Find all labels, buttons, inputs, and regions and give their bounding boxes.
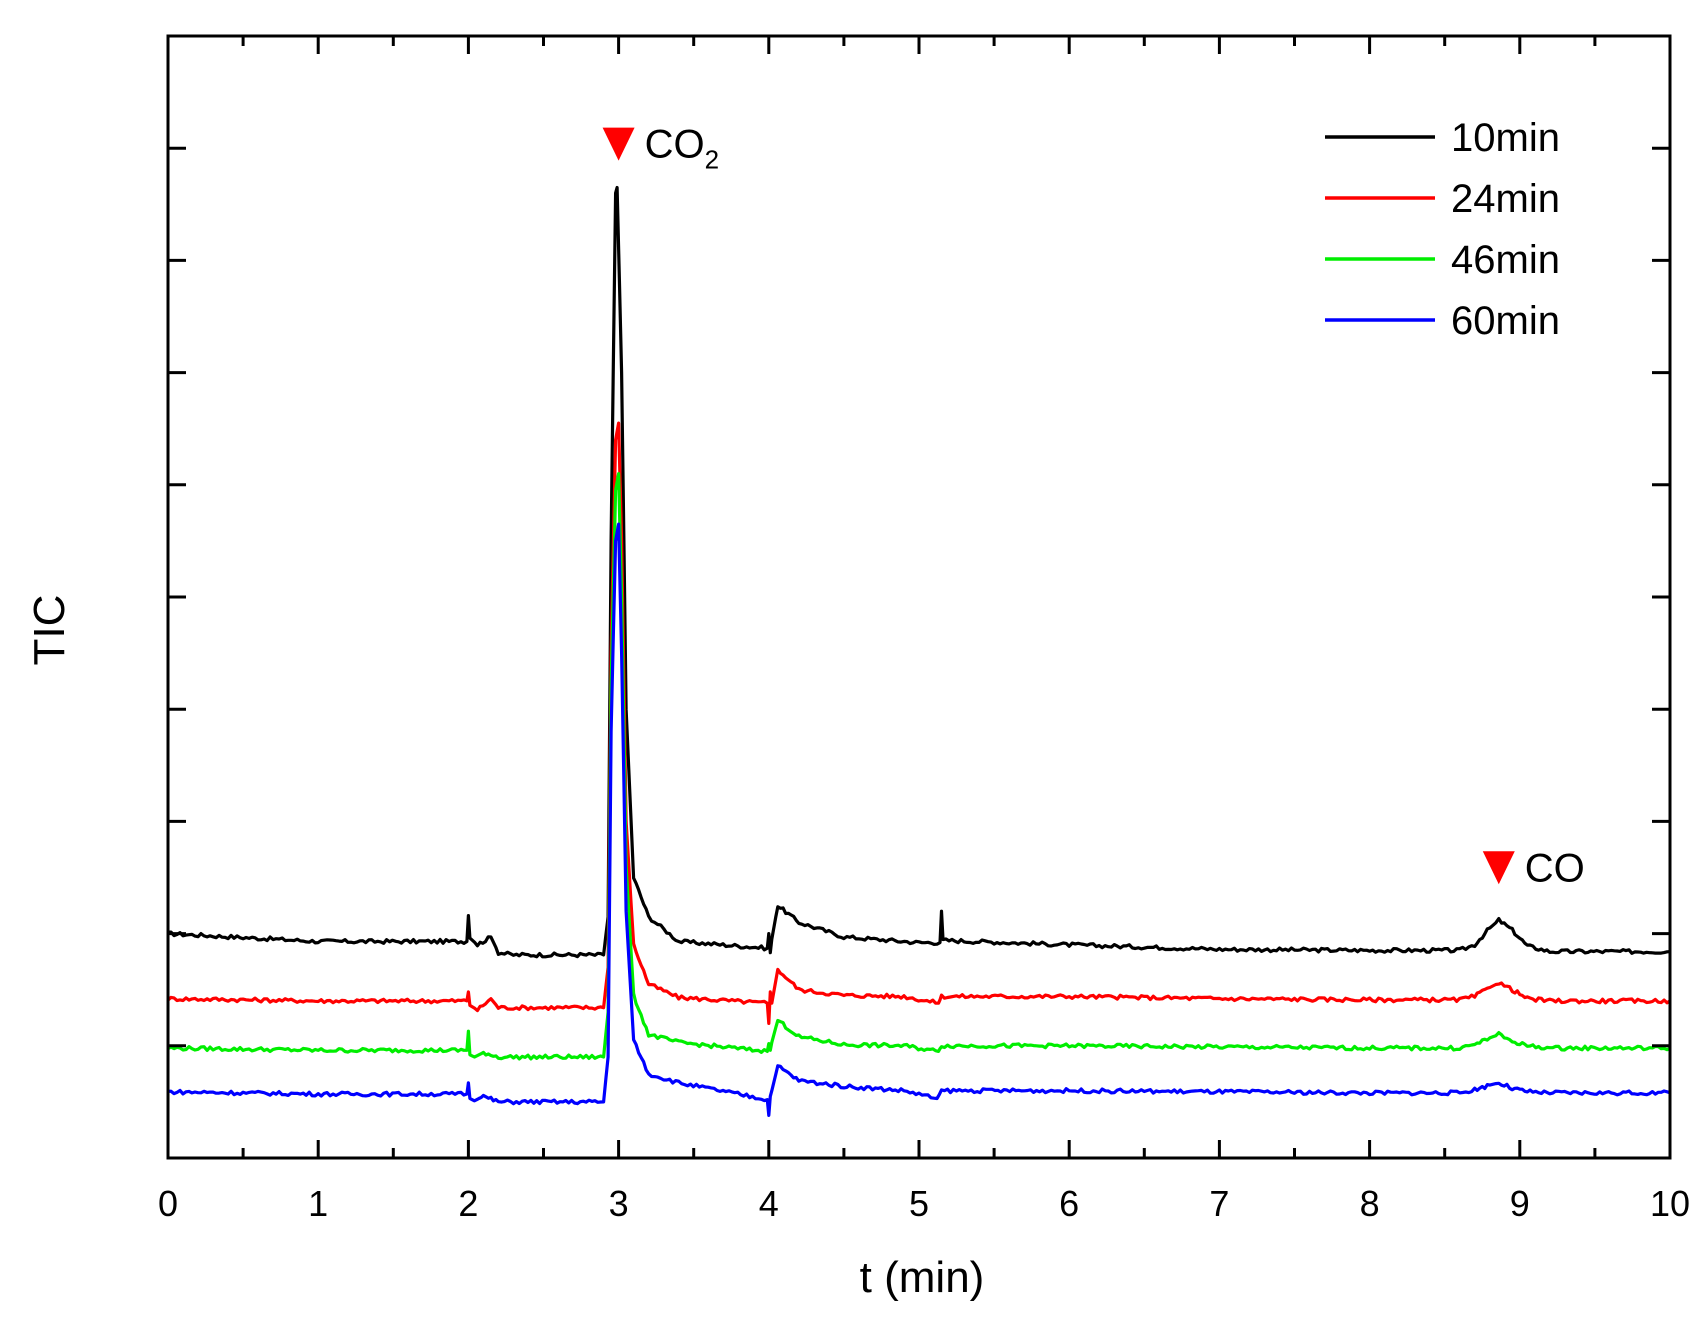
x-tick-labels: 0 1 2 3 4 5 6 7 8 9 10 — [158, 1183, 1690, 1224]
legend-label: 10min — [1451, 116, 1560, 160]
series-line-24min — [166, 421, 1671, 1026]
legend-label: 60min — [1451, 299, 1560, 343]
legend-item-10min: 10min — [1325, 116, 1560, 160]
annotation-CO: CO — [1482, 846, 1585, 890]
legend-label: 46min — [1451, 238, 1560, 282]
down-triangle-icon — [1482, 851, 1515, 885]
x-tick-label: 1 — [308, 1183, 328, 1224]
x-tick-label: 7 — [1209, 1183, 1229, 1224]
x-tick-label: 8 — [1360, 1183, 1380, 1224]
legend-item-60min: 60min — [1325, 299, 1560, 343]
x-tick-label: 2 — [458, 1183, 478, 1224]
annotation-subscript: 2 — [705, 145, 719, 175]
x-tick-label: 5 — [909, 1183, 929, 1224]
legend-item-24min: 24min — [1325, 177, 1560, 221]
y-axis-title: TIC — [25, 595, 74, 666]
x-tick-label: 3 — [609, 1183, 629, 1224]
x-axis-title: t (min) — [860, 1253, 985, 1302]
legend-label: 24min — [1451, 177, 1560, 221]
legend: 10min 24min 46min 60min — [1325, 116, 1560, 343]
series-line-10min — [168, 185, 1671, 959]
series-line-60min — [167, 522, 1671, 1118]
annotation-label: CO — [1525, 846, 1585, 890]
x-tick-label: 0 — [158, 1183, 178, 1224]
series-layer — [166, 185, 1671, 1118]
x-tick-label: 6 — [1059, 1183, 1079, 1224]
tick-marks — [166, 34, 1672, 1160]
down-triangle-icon — [602, 127, 635, 161]
x-tick-label: 4 — [759, 1183, 779, 1224]
x-tick-label: 10 — [1650, 1183, 1690, 1224]
series-line-46min — [167, 472, 1671, 1061]
legend-item-46min: 46min — [1325, 238, 1560, 282]
x-tick-label: 9 — [1510, 1183, 1530, 1224]
